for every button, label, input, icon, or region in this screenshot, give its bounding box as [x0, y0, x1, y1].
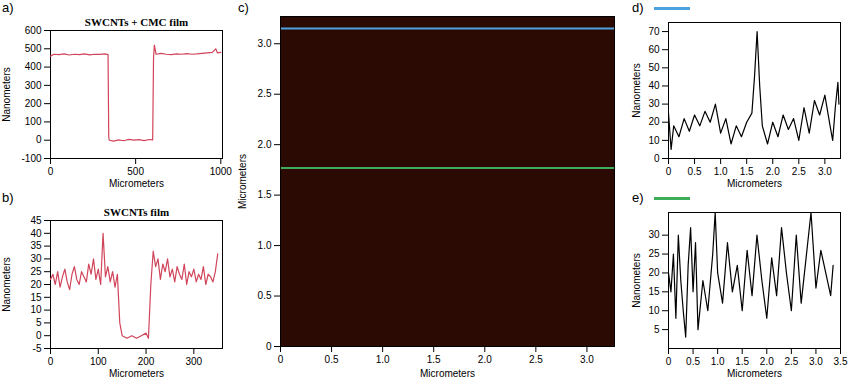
svg-text:70: 70 — [648, 26, 660, 37]
svg-text:0: 0 — [278, 354, 284, 365]
svg-text:0.5: 0.5 — [258, 290, 272, 301]
svg-text:Nanometers: Nanometers — [631, 63, 642, 117]
svg-text:3.0: 3.0 — [258, 38, 272, 49]
html-text:d): d) — [632, 0, 644, 15]
svg-text:-100: -100 — [21, 153, 41, 164]
svg-text:0: 0 — [36, 134, 42, 145]
svg-text:25: 25 — [648, 248, 660, 259]
svg-text:1.5: 1.5 — [258, 189, 272, 200]
svg-text:1.0: 1.0 — [258, 240, 272, 251]
svg-text:1000: 1000 — [210, 166, 232, 177]
svg-text:0.5: 0.5 — [686, 356, 700, 367]
svg-text:5: 5 — [36, 317, 42, 328]
svg-text:2.5: 2.5 — [258, 88, 272, 99]
svg-text:SWCNTs film: SWCNTs film — [104, 206, 169, 218]
svg-text:Micrometers: Micrometers — [727, 368, 782, 379]
svg-text:Micrometers: Micrometers — [237, 154, 248, 209]
svg-text:10: 10 — [648, 305, 660, 316]
svg-text:2.0: 2.0 — [258, 139, 272, 150]
svg-text:Micrometers: Micrometers — [727, 178, 782, 189]
svg-text:2.5: 2.5 — [784, 356, 798, 367]
svg-text:100: 100 — [90, 356, 107, 367]
svg-text:10: 10 — [30, 304, 42, 315]
svg-text:20: 20 — [648, 267, 660, 278]
svg-text:20: 20 — [30, 279, 42, 290]
svg-text:1.5: 1.5 — [735, 356, 749, 367]
svg-text:0.5: 0.5 — [325, 354, 339, 365]
svg-text:30: 30 — [30, 253, 42, 264]
svg-text:2.0: 2.0 — [766, 166, 780, 177]
svg-text:30: 30 — [648, 229, 660, 240]
svg-text:Micrometers: Micrometers — [420, 368, 475, 379]
svg-text:500: 500 — [127, 166, 144, 177]
svg-text:Micrometers: Micrometers — [109, 368, 164, 379]
svg-text:10: 10 — [648, 135, 660, 146]
svg-text:0: 0 — [266, 341, 272, 352]
svg-text:0: 0 — [666, 356, 672, 367]
svg-text:15: 15 — [30, 292, 42, 303]
svg-text:35: 35 — [30, 240, 42, 251]
svg-text:1.0: 1.0 — [714, 166, 728, 177]
html-text:e): e) — [632, 190, 644, 205]
svg-text:2.0: 2.0 — [478, 354, 492, 365]
svg-text:SWCNTs + CMC film: SWCNTs + CMC film — [85, 16, 188, 28]
svg-text:0: 0 — [48, 356, 54, 367]
html-text:c): c) — [238, 0, 249, 15]
svg-text:0: 0 — [654, 153, 660, 164]
svg-text:2.5: 2.5 — [529, 354, 543, 365]
svg-text:0: 0 — [666, 166, 672, 177]
svg-text:0: 0 — [36, 330, 42, 341]
svg-text:40: 40 — [30, 228, 42, 239]
svg-text:3.0: 3.0 — [809, 356, 823, 367]
svg-text:1.0: 1.0 — [376, 354, 390, 365]
svg-text:0.5: 0.5 — [688, 166, 702, 177]
svg-text:2.0: 2.0 — [760, 356, 774, 367]
svg-text:100: 100 — [25, 116, 42, 127]
svg-text:300: 300 — [185, 356, 202, 367]
svg-text:3.0: 3.0 — [580, 354, 594, 365]
html-text:a): a) — [2, 0, 14, 15]
svg-text:Nanometers: Nanometers — [631, 253, 642, 307]
svg-text:-5: -5 — [33, 343, 42, 354]
svg-text:Nanometers: Nanometers — [1, 257, 12, 311]
svg-text:45: 45 — [30, 215, 42, 226]
svg-text:300: 300 — [25, 80, 42, 91]
svg-text:600: 600 — [25, 25, 42, 36]
svg-text:400: 400 — [25, 61, 42, 72]
svg-text:Nanometers: Nanometers — [1, 67, 12, 121]
html-text:b): b) — [2, 190, 14, 205]
svg-text:5: 5 — [654, 324, 660, 335]
svg-text:200: 200 — [25, 98, 42, 109]
svg-text:2.5: 2.5 — [792, 166, 806, 177]
svg-text:Micrometers: Micrometers — [109, 178, 164, 189]
svg-text:25: 25 — [30, 266, 42, 277]
svg-text:30: 30 — [648, 98, 660, 109]
svg-text:15: 15 — [648, 286, 660, 297]
svg-text:3.5: 3.5 — [834, 356, 848, 367]
svg-text:3.0: 3.0 — [818, 166, 832, 177]
svg-text:0: 0 — [48, 166, 54, 177]
svg-text:1.5: 1.5 — [740, 166, 754, 177]
svg-text:50: 50 — [648, 62, 660, 73]
svg-text:1.0: 1.0 — [711, 356, 725, 367]
svg-text:40: 40 — [648, 80, 660, 91]
svg-text:1.5: 1.5 — [427, 354, 441, 365]
svg-text:60: 60 — [648, 44, 660, 55]
svg-text:500: 500 — [25, 43, 42, 54]
svg-text:20: 20 — [648, 116, 660, 127]
svg-text:200: 200 — [138, 356, 155, 367]
